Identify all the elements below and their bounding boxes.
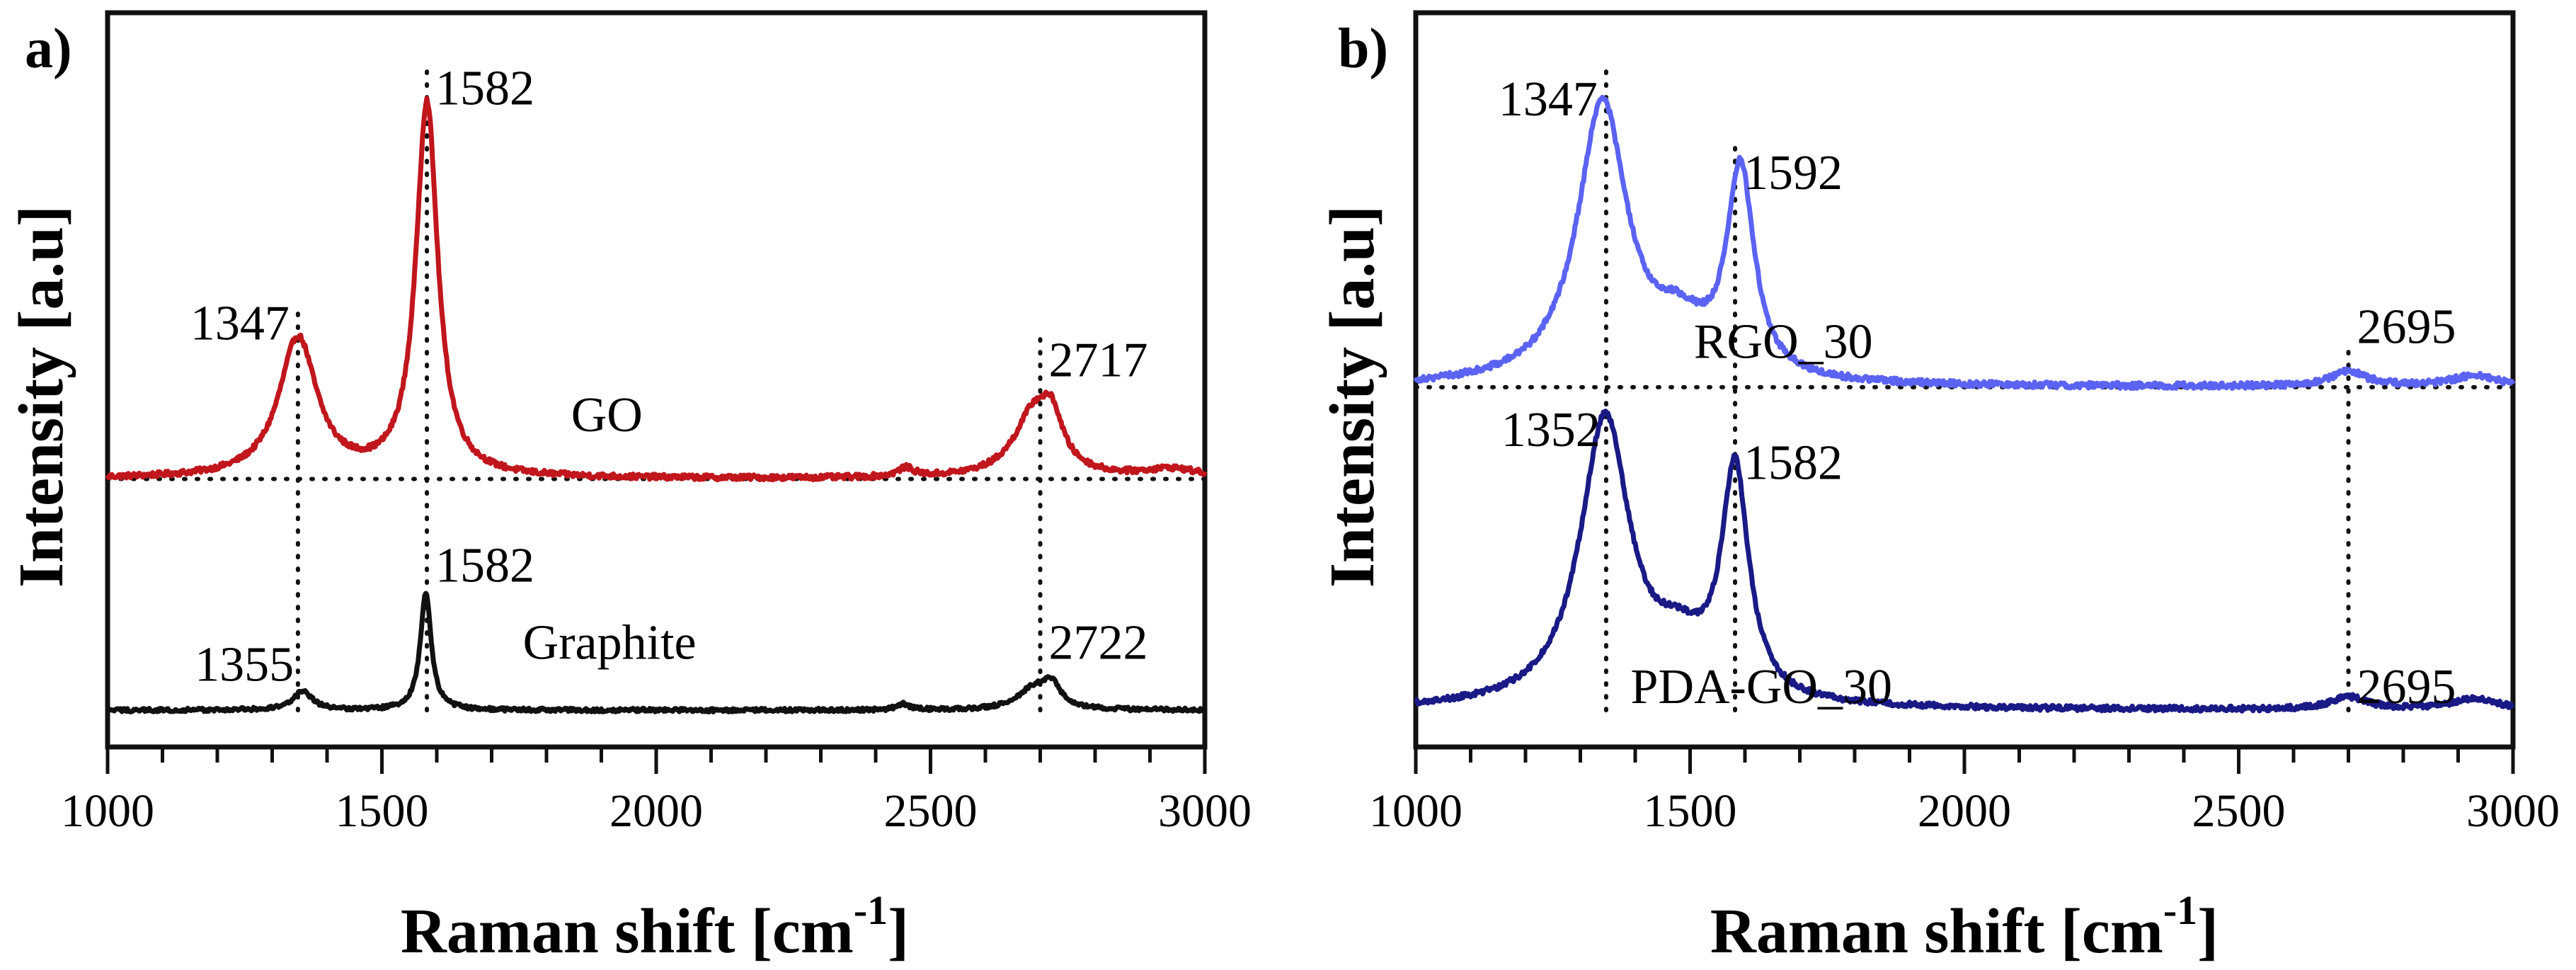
panel-b-plot-area: 1000 1500 2000 2500 3000 RGO_30 1347 1592 2695 PD…: [1369, 10, 2560, 837]
panel-b-x-tick-label: 1500: [1644, 785, 1737, 837]
panel-a-peak-label: 2717: [1049, 333, 1148, 387]
panel-a-label: a): [25, 18, 72, 80]
panel-a-series-label: GO: [571, 388, 643, 443]
panel-b-x-axis-title-main: Raman shift [cm: [1710, 896, 2163, 966]
panel-b-series-label: PDA-GO_30: [1631, 660, 1892, 714]
panel-a-y-axis-title: Intensity [a.u]: [6, 205, 76, 588]
panel-b: b) Intensity [a.u] Raman shift [cm-1] 10…: [1317, 10, 2560, 966]
panel-b-label: b): [1338, 18, 1388, 80]
panel-b-series-label: RGO_30: [1694, 314, 1873, 369]
panel-a-x-axis-title: Raman shift [cm-1]: [401, 887, 909, 966]
panel-b-x-axis-title: Raman shift [cm-1]: [1710, 887, 2219, 966]
panel-a-x-axis-title-close: ]: [888, 896, 909, 966]
panel-a-x-tick-label: 2000: [609, 785, 703, 837]
panel-a-peak-label: 1582: [435, 539, 534, 593]
panel-b-x-axis-title-close: ]: [2197, 896, 2219, 966]
panel-b-peak-label: 1352: [1501, 403, 1601, 457]
panel-b-peak-label: 2695: [2357, 660, 2456, 714]
panel-a-plot-area: 1000 1500 2000 2500 3000 GO 1347 1582 2717 Graphi…: [61, 10, 1252, 837]
panel-a-peak-label: 1347: [190, 296, 290, 350]
panel-b-peak-label: 2695: [2357, 300, 2456, 355]
panel-b-x-tick-label: 2000: [1918, 785, 2011, 837]
panel-a-x-tick-label: 3000: [1158, 785, 1252, 837]
panel-b-x-axis-title-sup: -1: [2163, 887, 2197, 933]
panel-a-series-line-graphite: [106, 590, 1206, 714]
panel-b-series-line-pda-go-30: [1414, 409, 2515, 714]
panel-b-series-line-rgo-30: [1413, 94, 2516, 391]
panel-a-series-line-go: [105, 96, 1208, 483]
panel-a: a) Intensity [a.u] Raman shift [cm-1] 10…: [6, 10, 1252, 966]
panel-b-peak-label: 1582: [1744, 435, 1843, 490]
panel-b-peak-label: 1592: [1744, 146, 1843, 200]
panel-b-x-tick-label: 2500: [2192, 785, 2286, 837]
panel-a-series-label: Graphite: [523, 616, 697, 671]
panel-a-peak-label: 2722: [1049, 616, 1148, 671]
panel-b-y-axis-title: Intensity [a.u]: [1317, 205, 1387, 588]
panel-a-x-axis-title-main: Raman shift [cm: [401, 896, 854, 966]
panel-a-peak-label: 1582: [435, 62, 534, 116]
panel-a-x-axis-title-sup: -1: [854, 887, 888, 933]
panel-a-x-tick-label: 1500: [336, 785, 429, 837]
panel-b-peak-label: 1347: [1499, 72, 1598, 127]
panel-b-x-tick-label: 3000: [2466, 785, 2560, 837]
panel-b-x-tick-label: 1000: [1369, 785, 1462, 837]
panel-a-x-tick-label: 1000: [61, 785, 154, 837]
panel-a-peak-label: 1355: [195, 638, 294, 692]
panel-a-x-tick-label: 2500: [884, 785, 978, 837]
